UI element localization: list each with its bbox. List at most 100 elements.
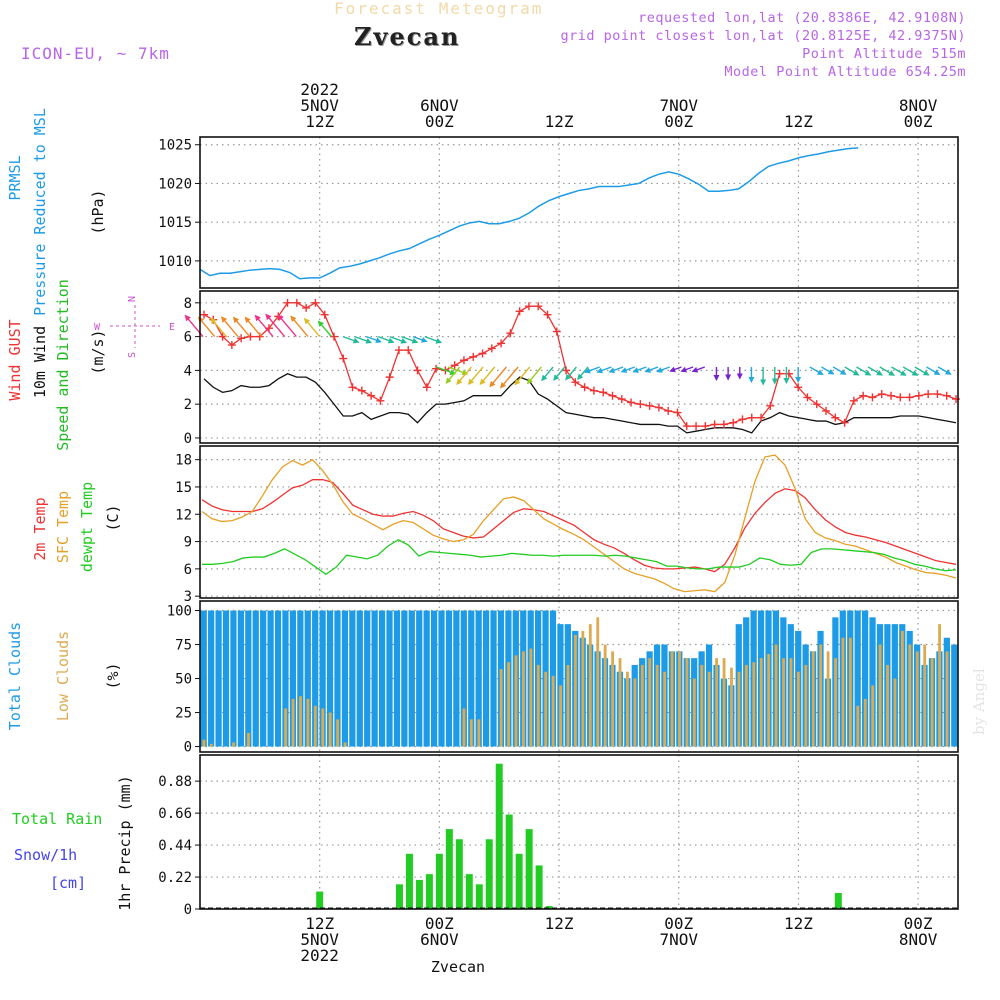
gust-point-marker bbox=[710, 420, 719, 429]
total-cloud-bar bbox=[557, 624, 564, 747]
low-cloud-bar bbox=[819, 644, 823, 747]
low-cloud-bar bbox=[581, 630, 585, 747]
gust-point-marker bbox=[478, 349, 487, 358]
gust-point-marker bbox=[803, 393, 812, 402]
time-label-bottom: 7NOV bbox=[659, 930, 698, 949]
low-cloud-bar bbox=[789, 658, 793, 747]
location-name: Zvecan bbox=[354, 22, 461, 51]
low-cloud-bar bbox=[626, 671, 629, 747]
low-cloud-bar bbox=[536, 664, 540, 747]
time-label-bottom: 6NOV bbox=[420, 930, 459, 949]
wind-arrow bbox=[290, 315, 309, 338]
low-cloud-bar bbox=[544, 671, 548, 747]
wind-arrow bbox=[553, 366, 566, 381]
low-cloud-bar bbox=[759, 658, 763, 747]
wind-arrow bbox=[867, 366, 883, 376]
axis-label-clouds: Low Clouds bbox=[54, 631, 72, 721]
low-cloud-bar bbox=[343, 742, 347, 747]
y-tick-label: 6 bbox=[184, 562, 192, 578]
gust-point-marker bbox=[654, 403, 663, 412]
gust-point-marker bbox=[905, 393, 914, 402]
gust-point-marker bbox=[887, 391, 896, 400]
axis-label-pressure: PRMSL bbox=[6, 155, 24, 200]
gust-point-marker bbox=[432, 364, 441, 373]
gust-point-marker bbox=[376, 396, 385, 405]
low-cloud-bar bbox=[841, 637, 845, 747]
requested-coords: requested lon,lat (20.8386E, 42.9108N) bbox=[638, 10, 966, 26]
wind-arrow bbox=[436, 366, 457, 375]
y-tick-label: 1015 bbox=[158, 215, 192, 231]
wind-arrow bbox=[809, 366, 824, 376]
wind-arrow bbox=[902, 366, 919, 376]
wind-arrow bbox=[232, 316, 251, 338]
wind-arrow bbox=[500, 366, 519, 389]
model-name: ICON-EU, ~ 7km bbox=[21, 44, 170, 63]
gust-point-marker bbox=[571, 378, 580, 387]
total-cloud-bar bbox=[245, 610, 252, 747]
rain-bar bbox=[405, 853, 413, 909]
gust-point-marker bbox=[246, 332, 255, 341]
low-cloud-bar bbox=[202, 739, 206, 747]
low-cloud-bar bbox=[328, 712, 332, 747]
gust-point-marker bbox=[664, 406, 673, 415]
wind-arrow bbox=[914, 366, 930, 376]
gust-point-marker bbox=[209, 315, 218, 324]
low-cloud-bar bbox=[737, 671, 741, 747]
wind-arrow bbox=[541, 366, 554, 382]
y-tick-label: 4 bbox=[184, 363, 192, 379]
low-cloud-bar bbox=[730, 667, 733, 747]
series-prmsl bbox=[199, 147, 859, 280]
low-cloud-bar bbox=[477, 719, 481, 747]
wind-arrow bbox=[891, 366, 907, 376]
wind-arrow bbox=[926, 366, 941, 376]
wind-arrow bbox=[366, 335, 382, 344]
total-cloud-bar bbox=[453, 610, 460, 747]
total-cloud-bar bbox=[222, 610, 230, 747]
low-cloud-bar bbox=[670, 651, 674, 747]
gust-point-marker bbox=[552, 327, 561, 336]
low-cloud-bar bbox=[834, 658, 837, 747]
time-label-top: 12Z bbox=[784, 112, 813, 131]
wind-arrow bbox=[620, 366, 635, 373]
compass-east: E bbox=[169, 322, 175, 333]
rain-bar bbox=[495, 763, 503, 909]
gust-point-marker bbox=[515, 307, 524, 316]
total-cloud-bar bbox=[490, 610, 497, 747]
gust-point-marker bbox=[320, 310, 329, 319]
wind-arrow bbox=[467, 366, 484, 386]
low-cloud-bar bbox=[551, 675, 555, 747]
axis-label-precip: 1hr Precip (mm) bbox=[116, 775, 134, 910]
gust-point-marker bbox=[719, 420, 728, 429]
gust-point-marker bbox=[311, 298, 320, 307]
time-label-bottom: 5NOV bbox=[300, 930, 339, 949]
gust-point-marker bbox=[840, 418, 849, 427]
low-cloud-bar bbox=[692, 678, 696, 747]
low-cloud-bar bbox=[796, 671, 800, 747]
low-cloud-bar bbox=[299, 696, 302, 747]
panel-frame bbox=[199, 136, 959, 289]
axis-label-temp: (C) bbox=[104, 504, 122, 531]
total-cloud-bar bbox=[869, 617, 876, 747]
low-cloud-bar bbox=[247, 732, 250, 747]
series-10m-wind bbox=[203, 373, 957, 434]
y-tick-label: 0.66 bbox=[158, 806, 192, 822]
compass-south: S bbox=[127, 352, 138, 358]
low-cloud-bar bbox=[499, 669, 503, 747]
wind-arrow bbox=[844, 366, 860, 376]
low-cloud-bar bbox=[715, 658, 719, 747]
low-cloud-bar bbox=[767, 654, 771, 747]
low-cloud-bar bbox=[722, 658, 726, 747]
total-cloud-bar bbox=[423, 610, 430, 747]
low-cloud-bar bbox=[633, 678, 637, 747]
gust-point-marker bbox=[302, 303, 311, 312]
total-cloud-bar bbox=[861, 610, 869, 747]
low-cloud-bar bbox=[930, 658, 934, 747]
y-tick-label: 9 bbox=[184, 535, 192, 551]
total-cloud-bar bbox=[304, 610, 311, 747]
low-cloud-bar bbox=[811, 651, 815, 747]
low-cloud-bar bbox=[923, 644, 927, 747]
wind-arrow bbox=[342, 335, 360, 344]
time-label-top: 2022 bbox=[300, 80, 339, 99]
total-cloud-bar bbox=[297, 610, 304, 747]
